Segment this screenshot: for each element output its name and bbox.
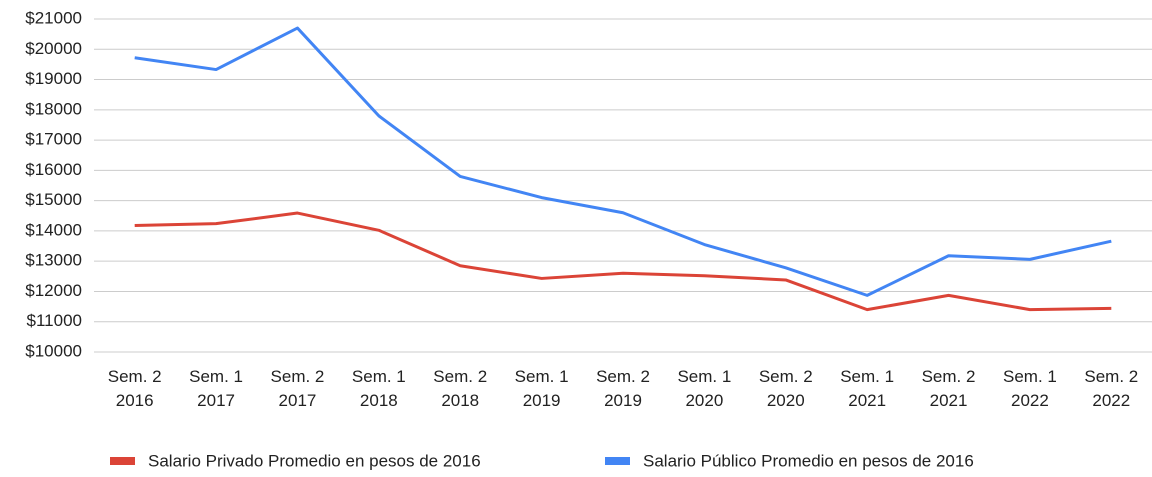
- y-tick-label: $11000: [27, 311, 82, 330]
- line: [134, 211, 1112, 312]
- legend-label: Salario Público Promedio en pesos de 201…: [643, 451, 974, 470]
- x-tick-label: Sem. 2 2022: [1084, 367, 1138, 410]
- legend-swatch: [605, 457, 630, 465]
- x-tick-label: Sem. 1 2021: [840, 367, 894, 410]
- y-tick-label: $21000: [25, 8, 82, 27]
- y-tick-label: $14000: [25, 220, 82, 239]
- x-tick-label: Sem. 2 2020: [759, 367, 813, 410]
- x-tick-label: Sem. 1 2019: [515, 367, 569, 410]
- legend-swatch: [110, 457, 135, 465]
- y-tick-label: $10000: [25, 341, 82, 360]
- x-tick-label: Sem. 1 2018: [352, 367, 406, 410]
- x-tick-label: Sem. 2 2016: [108, 367, 162, 410]
- y-tick-label: $12000: [25, 281, 82, 300]
- y-tick-label: $16000: [25, 160, 82, 179]
- y-tick-label: $15000: [25, 190, 82, 209]
- legend-label: Salario Privado Promedio en pesos de 201…: [148, 451, 481, 470]
- x-tick-label: Sem. 1 2017: [189, 367, 243, 410]
- x-tick-label: Sem. 1 2022: [1003, 367, 1057, 410]
- x-tick-label: Sem. 1 2020: [677, 367, 731, 410]
- y-tick-label: $17000: [25, 130, 82, 149]
- x-tick-label: Sem. 2 2017: [271, 367, 325, 410]
- x-tick-label: Sem. 2 2018: [433, 367, 487, 410]
- y-tick-label: $19000: [25, 69, 82, 88]
- y-tick-label: $18000: [25, 99, 82, 118]
- y-tick-label: $13000: [25, 251, 82, 270]
- y-tick-label: $20000: [25, 39, 82, 58]
- x-tick-label: Sem. 2 2021: [922, 367, 976, 410]
- line: [134, 26, 1112, 297]
- x-tick-label: Sem. 2 2019: [596, 367, 650, 410]
